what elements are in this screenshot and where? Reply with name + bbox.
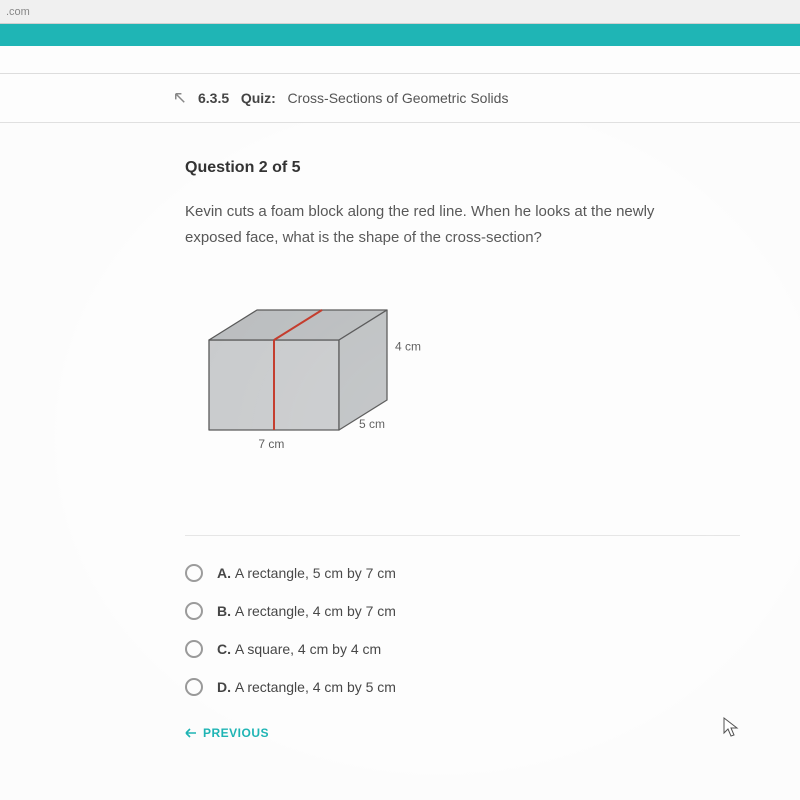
options-list: A. A rectangle, 5 cm by 7 cm B. A rectan…	[185, 564, 800, 696]
option-text: C. A square, 4 cm by 4 cm	[217, 641, 381, 657]
accent-bar	[0, 24, 800, 46]
content-area: Question 2 of 5 Kevin cuts a foam block …	[0, 123, 800, 800]
quiz-name: Cross-Sections of Geometric Solids	[287, 90, 508, 106]
quiz-header: 6.3.5 Quiz: Cross-Sections of Geometric …	[0, 74, 800, 123]
option-b[interactable]: B. A rectangle, 4 cm by 7 cm	[185, 602, 800, 620]
option-d[interactable]: D. A rectangle, 4 cm by 5 cm	[185, 678, 800, 696]
option-text: A. A rectangle, 5 cm by 7 cm	[217, 565, 396, 581]
svg-text:7 cm: 7 cm	[258, 437, 284, 451]
url-fragment: .com	[6, 6, 30, 18]
browser-chrome: .com	[0, 0, 800, 24]
quiz-number: 6.3.5	[198, 90, 229, 106]
svg-text:4 cm: 4 cm	[395, 340, 421, 354]
figure-prism: 4 cm 5 cm 7 cm	[189, 290, 800, 485]
option-text: D. A rectangle, 4 cm by 5 cm	[217, 679, 396, 695]
previous-label: PREVIOUS	[203, 726, 269, 740]
previous-button[interactable]: PREVIOUS	[185, 726, 800, 740]
prism-svg: 4 cm 5 cm 7 cm	[189, 290, 459, 480]
divider	[185, 535, 740, 536]
arrow-left-icon	[185, 728, 197, 738]
radio-icon[interactable]	[185, 564, 203, 582]
svg-text:5 cm: 5 cm	[359, 417, 385, 431]
radio-icon[interactable]	[185, 678, 203, 696]
spacer	[0, 46, 800, 74]
option-a[interactable]: A. A rectangle, 5 cm by 7 cm	[185, 564, 800, 582]
option-text: B. A rectangle, 4 cm by 7 cm	[217, 603, 396, 619]
cursor-icon	[722, 716, 740, 743]
option-c[interactable]: C. A square, 4 cm by 4 cm	[185, 640, 800, 658]
question-counter: Question 2 of 5	[185, 159, 800, 177]
quiz-title: 6.3.5 Quiz: Cross-Sections of Geometric …	[198, 90, 508, 106]
radio-icon[interactable]	[185, 640, 203, 658]
quiz-type: Quiz:	[241, 90, 276, 106]
back-arrow-icon[interactable]	[170, 88, 190, 108]
question-prompt: Kevin cuts a foam block along the red li…	[185, 199, 665, 250]
radio-icon[interactable]	[185, 602, 203, 620]
